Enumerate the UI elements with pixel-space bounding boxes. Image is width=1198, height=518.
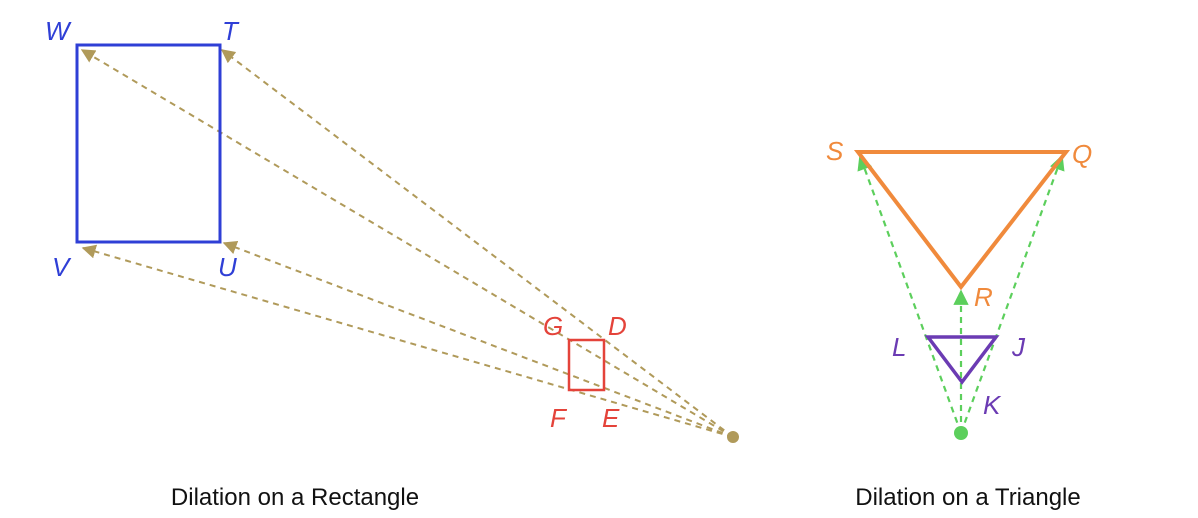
label-u: U — [218, 252, 237, 282]
ray-to-t — [220, 49, 734, 438]
label-r: R — [974, 282, 993, 312]
label-t: T — [222, 16, 240, 46]
preimage-rectangle-gdef — [567, 338, 606, 392]
preimage-triangle-ljk — [924, 335, 1000, 385]
label-w: W — [45, 16, 72, 46]
label-l: L — [892, 332, 906, 362]
label-d: D — [608, 311, 627, 341]
label-f: F — [550, 403, 568, 433]
caption-triangle: Dilation on a Triangle — [855, 484, 1080, 511]
ray-to-u — [222, 240, 734, 438]
ray-to-s — [857, 154, 963, 434]
label-s: S — [826, 136, 844, 166]
label-q: Q — [1072, 139, 1092, 169]
dilation-center-point — [727, 431, 739, 443]
ray-to-q — [959, 154, 1065, 434]
ray-to-w — [80, 49, 734, 438]
image-rectangle-wtuv — [75, 43, 222, 244]
rectangle-dilation-rays — [80, 49, 734, 438]
caption-rectangle: Dilation on a Rectangle — [171, 484, 419, 511]
label-v: V — [52, 252, 72, 282]
label-g: G — [543, 311, 563, 341]
triangle-dilation-center-point — [954, 426, 968, 440]
ray-to-v — [81, 244, 734, 438]
label-j: J — [1011, 332, 1026, 362]
triangle-dilation-figure: S Q R L J K Dilation on a Triangle — [826, 136, 1092, 511]
image-triangle-sqr — [853, 150, 1071, 291]
label-k: K — [983, 390, 1002, 420]
rectangle-dilation-figure: W T U V G D F E Dilation on a Rectangle — [45, 16, 739, 511]
triangle-dilation-rays — [857, 154, 1065, 434]
label-e: E — [602, 403, 620, 433]
